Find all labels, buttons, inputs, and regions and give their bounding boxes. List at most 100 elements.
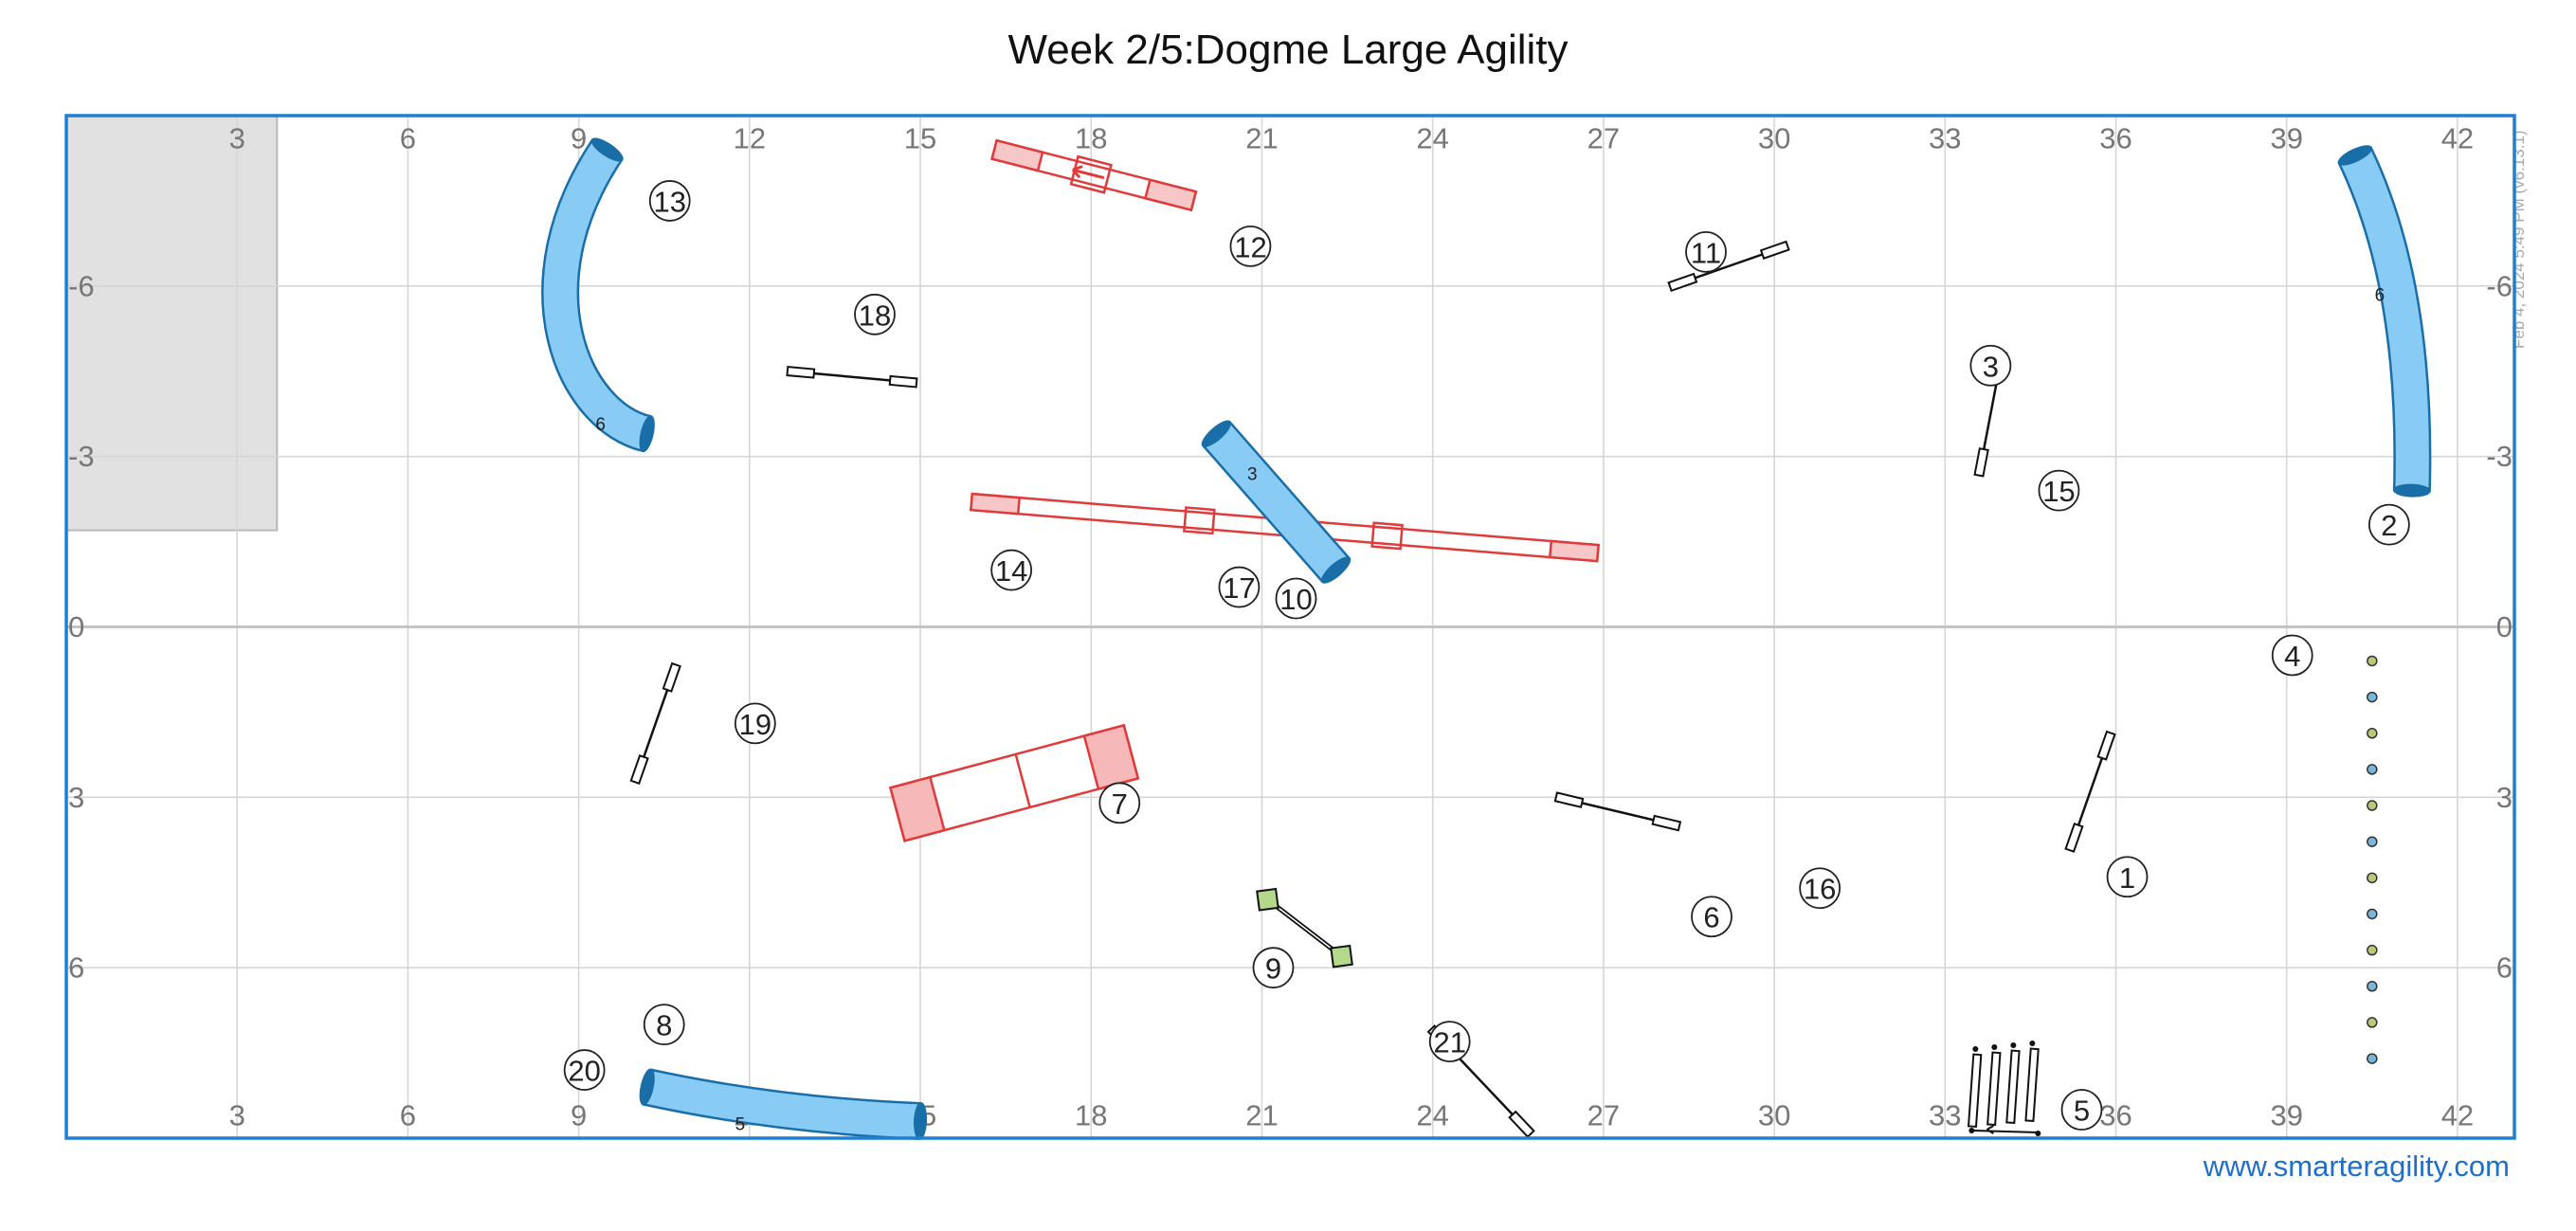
course-number-circle [1098,782,1141,824]
course-number-circle [2038,469,2080,512]
tunnel-opening [914,1102,928,1141]
course-number-circle [648,180,691,222]
restricted-area [65,115,279,532]
weave-pole [2367,1017,2378,1028]
jump-wing [1553,791,1585,808]
spread-jump-rail [1986,1051,2002,1127]
y-tick-label-right: -6 [2486,269,2513,302]
y-tick-label-right: 3 [2496,781,2513,814]
jump [786,366,918,389]
spread-jump-rail [2005,1049,2021,1125]
x-tick-label-bottom: 9 [571,1099,587,1132]
weave-pole [2367,800,2378,811]
jump [1667,240,1790,293]
x-tick-label-top: 3 [229,122,245,155]
spread-jump-rail [2024,1047,2040,1123]
x-tick-label-bottom: 24 [1416,1099,1448,1132]
tunnel-size-label: 5 [735,1115,746,1135]
weave-pole [2367,764,2378,775]
weave-pole [2367,981,2378,992]
course-number-circle [1252,947,1295,989]
x-tick-label-bottom: 30 [1758,1099,1790,1132]
x-tick-label-bottom: 21 [1245,1099,1278,1132]
course-number: 17 [1223,571,1255,605]
weave-pole [2367,1053,2378,1064]
dogwalk-support [1183,506,1216,535]
x-tick-label-top: 24 [1416,122,1448,155]
tire-base [1256,887,1279,912]
course-number-circle [2271,634,2313,677]
seesaw-contact-zone [990,138,1044,172]
course-number: 11 [1691,236,1721,269]
x-tick-label-bottom: 42 [2441,1099,2474,1132]
course-number: 10 [1279,583,1312,616]
x-tick-label-top: 33 [1929,122,1961,155]
dogwalk-support [1370,521,1404,551]
course-number-circle [1685,230,1727,273]
website-link[interactable]: www.smarteragility.com [2203,1150,2510,1183]
course-number-circle [1218,566,1261,608]
jump-wing [786,366,816,379]
tunnel [543,140,652,450]
course-number: 20 [568,1055,600,1088]
y-tick-label-right: 6 [2496,951,2513,985]
spread-jump-post [2010,1042,2017,1049]
course-number-circle [643,1004,685,1046]
spread-jump-rail [1967,1053,1983,1129]
course-number: 12 [1234,230,1266,263]
weave-pole [2367,728,2378,739]
course-number: 8 [656,1009,672,1042]
course-number: 13 [653,185,685,218]
y-tick-label-left: 6 [68,951,84,985]
course-number-circle [854,293,896,335]
spread-jump-post [1968,1128,1975,1134]
spread-jump-post [2029,1041,2036,1047]
course-number-circle [1428,1021,1471,1062]
x-tick-label-top: 42 [2441,122,2474,155]
course-number-circle [1969,344,2012,387]
course-number: 14 [995,554,1027,588]
x-tick-label-bottom: 18 [1075,1099,1107,1132]
weave-pole [2367,944,2378,956]
course-number-circle [2367,503,2410,546]
tunnel-size-label: 6 [2375,285,2386,305]
x-tick-label-bottom: 33 [1929,1099,1961,1132]
x-tick-label-top: 9 [571,122,587,155]
ring-border [64,114,2516,1140]
jump-wing [629,754,649,786]
x-tick-label-bottom: 6 [400,1099,416,1132]
jump-wing [1508,1110,1535,1138]
course-number-circle [734,702,776,745]
spread-jump [1967,1041,2041,1137]
spread-jump-post [1972,1046,1979,1053]
spread-jump-post [2035,1131,2041,1137]
jump-wing [2064,822,2084,853]
weave-pole [2367,655,2378,667]
x-tick-label-bottom: 39 [2270,1099,2302,1132]
jump [1553,791,1682,832]
course-number-circle [2106,856,2149,898]
course-number: 9 [1265,952,1281,986]
tunnel [644,1070,921,1138]
x-tick-label-bottom: 27 [1587,1099,1620,1132]
course-number: 3 [1983,350,1999,383]
aframe-contact-zone [888,775,946,842]
jump-wing [888,374,918,389]
jump-wing [1667,272,1698,293]
dogwalk-contact-zone [970,492,1021,516]
weave-pole [2367,836,2378,847]
course-number: 19 [739,708,771,741]
course-number: 6 [1703,901,1719,934]
tunnel-opening [1201,420,1232,447]
x-tick-label-top: 36 [2099,122,2132,155]
spread-jump-arrow [1986,1125,1994,1134]
weave-pole [2367,691,2378,703]
tunnel-opening [1320,556,1351,584]
aframe-contact-zone [1082,723,1140,791]
y-tick-label-left: 3 [68,781,84,814]
seesaw-contact-zone [1143,178,1198,212]
x-tick-label-top: 27 [1587,122,1620,155]
course-number: 1 [2119,861,2135,895]
course-number: 16 [1804,873,1836,906]
weave-pole [2367,872,2378,884]
